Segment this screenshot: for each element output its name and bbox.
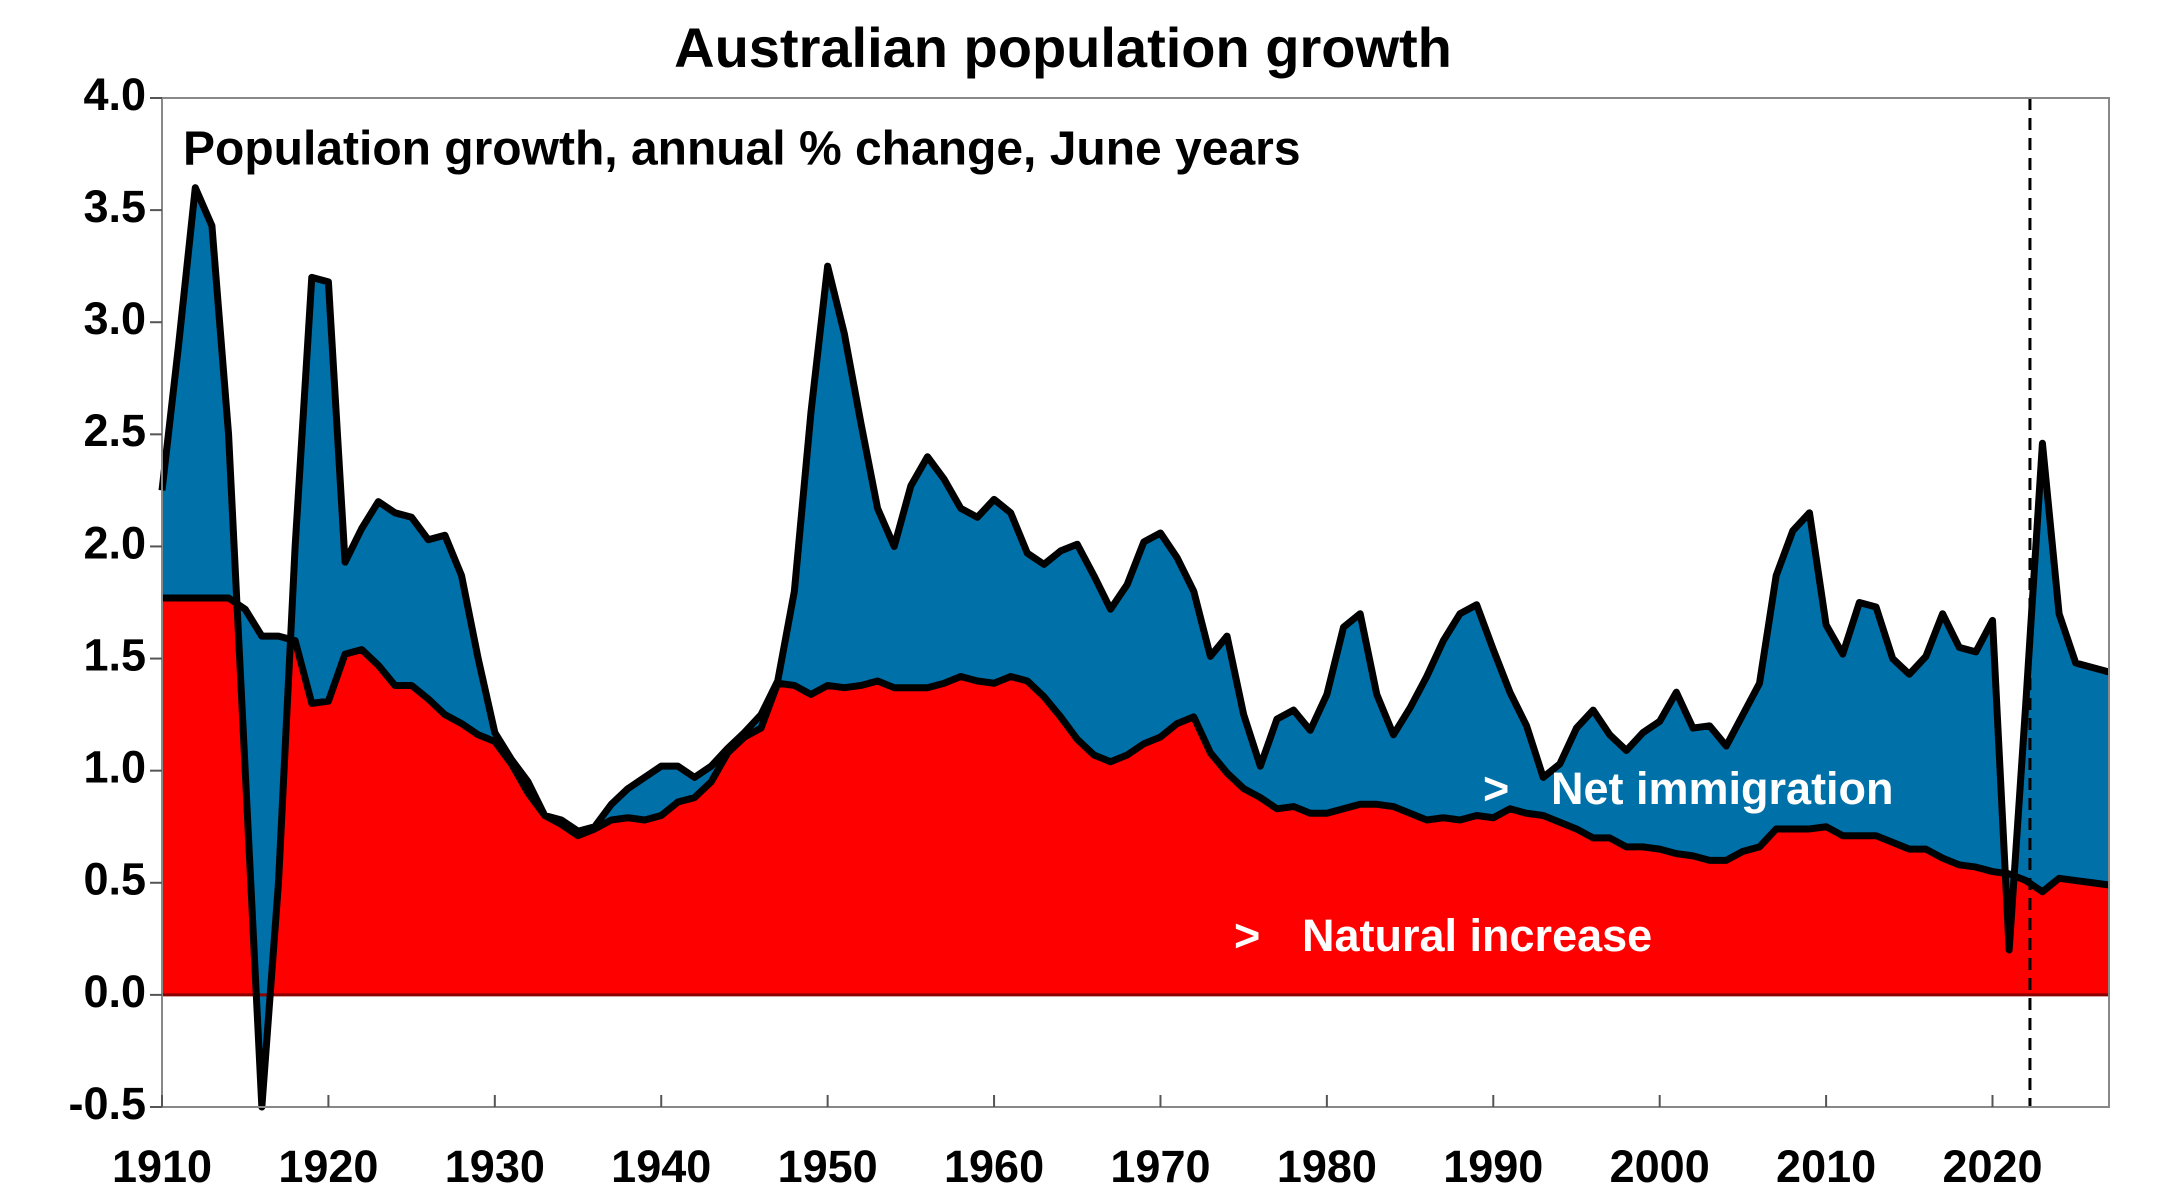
y-tick-label: -0.5 (68, 1078, 146, 1129)
x-tick-label: 2000 (1610, 1141, 1710, 1192)
chart-subtitle: Population growth, annual % change, June… (183, 123, 1301, 176)
y-tick-label: 3.5 (83, 181, 146, 232)
x-tick-label: 1930 (445, 1141, 545, 1192)
x-tick-label: 1990 (1443, 1141, 1543, 1192)
y-tick-label: 0.5 (83, 854, 146, 905)
y-tick-label: 3.0 (83, 293, 146, 344)
legend-label: Natural increase (1302, 910, 1652, 961)
legend-marker: > (1483, 763, 1509, 814)
y-tick-label: 0.0 (83, 966, 146, 1017)
y-tick-label: 4.0 (83, 69, 146, 120)
chart-title: Australian population growth (674, 16, 1452, 79)
y-tick-label: 1.0 (83, 742, 146, 793)
natural-area (162, 598, 2109, 995)
x-tick-label: 1950 (778, 1141, 878, 1192)
x-tick-label: 2020 (1942, 1141, 2042, 1192)
x-tick-label: 1940 (611, 1141, 711, 1192)
plot-frame (161, 97, 2110, 1108)
x-tick-label: 1970 (1110, 1141, 1210, 1192)
legend-label: Net immigration (1551, 763, 1894, 814)
x-tick-label: 1980 (1277, 1141, 1377, 1192)
x-tick-label: 1920 (278, 1141, 378, 1192)
immigration-area (162, 187, 2109, 1107)
y-tick-label: 1.5 (83, 629, 146, 680)
x-tick-label: 1910 (112, 1141, 212, 1192)
total-line (158, 184, 2110, 1111)
y-tick-label: 2.5 (83, 405, 146, 456)
natural-line (162, 594, 2110, 896)
legend-marker: > (1234, 910, 1260, 961)
y-tick-label: 2.0 (83, 517, 146, 568)
x-tick-label: 2010 (1776, 1141, 1876, 1192)
x-tick-label: 1960 (944, 1141, 1044, 1192)
